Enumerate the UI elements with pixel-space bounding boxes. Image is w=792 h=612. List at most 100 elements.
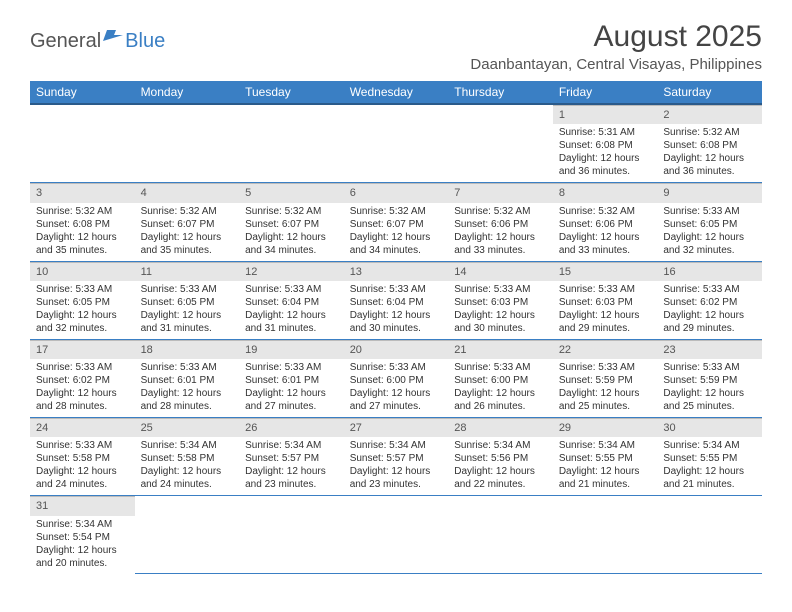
cell-body: Sunrise: 5:32 AMSunset: 6:07 PMDaylight:… [239,203,344,261]
cell-body: Sunrise: 5:34 AMSunset: 5:54 PMDaylight:… [30,516,135,574]
sunrise-text: Sunrise: 5:33 AM [245,283,338,296]
daylight-line1: Daylight: 12 hours [245,387,338,400]
sunset-text: Sunset: 6:07 PM [245,218,338,231]
daylight-line1: Daylight: 12 hours [350,309,443,322]
calendar-cell: 25Sunrise: 5:34 AMSunset: 5:58 PMDayligh… [135,418,240,496]
sunrise-text: Sunrise: 5:32 AM [559,205,652,218]
calendar-cell [135,104,240,183]
cell-body: Sunrise: 5:34 AMSunset: 5:57 PMDaylight:… [344,437,449,495]
sunset-text: Sunset: 6:05 PM [141,296,234,309]
calendar-row: 17Sunrise: 5:33 AMSunset: 6:02 PMDayligh… [30,339,762,417]
calendar-cell: 11Sunrise: 5:33 AMSunset: 6:05 PMDayligh… [135,261,240,339]
daylight-line1: Daylight: 12 hours [245,309,338,322]
daylight-line1: Daylight: 12 hours [663,231,756,244]
day-number: 24 [30,418,135,437]
title-block: August 2025 Daanbantayan, Central Visaya… [470,20,762,73]
day-number: 2 [657,105,762,124]
daylight-line1: Daylight: 12 hours [36,309,129,322]
sunset-text: Sunset: 5:55 PM [559,452,652,465]
sunset-text: Sunset: 6:08 PM [36,218,129,231]
cell-body: Sunrise: 5:33 AMSunset: 6:05 PMDaylight:… [135,281,240,339]
calendar-cell: 17Sunrise: 5:33 AMSunset: 6:02 PMDayligh… [30,339,135,417]
sunrise-text: Sunrise: 5:33 AM [663,205,756,218]
weekday-header: Monday [135,81,240,104]
sunrise-text: Sunrise: 5:33 AM [350,361,443,374]
daylight-line2: and 27 minutes. [245,400,338,413]
cell-body: Sunrise: 5:33 AMSunset: 6:03 PMDaylight:… [553,281,658,339]
daylight-line2: and 29 minutes. [663,322,756,335]
calendar-cell: 9Sunrise: 5:33 AMSunset: 6:05 PMDaylight… [657,183,762,261]
daylight-line1: Daylight: 12 hours [559,387,652,400]
day-number: 20 [344,340,449,359]
daylight-line1: Daylight: 12 hours [36,544,129,557]
daylight-line2: and 26 minutes. [454,400,547,413]
sunrise-text: Sunrise: 5:34 AM [350,439,443,452]
day-number: 6 [344,183,449,202]
calendar-cell [135,496,240,574]
daylight-line2: and 32 minutes. [36,322,129,335]
calendar-cell: 13Sunrise: 5:33 AMSunset: 6:04 PMDayligh… [344,261,449,339]
sunset-text: Sunset: 5:59 PM [559,374,652,387]
sunrise-text: Sunrise: 5:34 AM [245,439,338,452]
calendar-cell [448,496,553,574]
daylight-line1: Daylight: 12 hours [141,387,234,400]
day-number: 16 [657,262,762,281]
sunset-text: Sunset: 6:05 PM [36,296,129,309]
daylight-line1: Daylight: 12 hours [663,387,756,400]
sunset-text: Sunset: 6:01 PM [245,374,338,387]
daylight-line1: Daylight: 12 hours [141,231,234,244]
calendar-cell [344,104,449,183]
sunrise-text: Sunrise: 5:34 AM [559,439,652,452]
daylight-line1: Daylight: 12 hours [36,387,129,400]
daylight-line2: and 31 minutes. [245,322,338,335]
daylight-line2: and 35 minutes. [141,244,234,257]
cell-body: Sunrise: 5:34 AMSunset: 5:55 PMDaylight:… [657,437,762,495]
calendar-cell: 6Sunrise: 5:32 AMSunset: 6:07 PMDaylight… [344,183,449,261]
day-number: 12 [239,262,344,281]
calendar-cell: 18Sunrise: 5:33 AMSunset: 6:01 PMDayligh… [135,339,240,417]
daylight-line1: Daylight: 12 hours [663,309,756,322]
calendar-cell: 1Sunrise: 5:31 AMSunset: 6:08 PMDaylight… [553,104,658,183]
cell-body: Sunrise: 5:34 AMSunset: 5:55 PMDaylight:… [553,437,658,495]
sunset-text: Sunset: 5:57 PM [245,452,338,465]
day-number: 1 [553,105,658,124]
day-number: 25 [135,418,240,437]
flag-icon [103,28,125,47]
daylight-line1: Daylight: 12 hours [454,309,547,322]
sunrise-text: Sunrise: 5:33 AM [36,283,129,296]
daylight-line2: and 36 minutes. [559,165,652,178]
sunrise-text: Sunrise: 5:33 AM [663,283,756,296]
calendar-cell: 10Sunrise: 5:33 AMSunset: 6:05 PMDayligh… [30,261,135,339]
sunrise-text: Sunrise: 5:33 AM [559,283,652,296]
day-number: 3 [30,183,135,202]
day-number: 23 [657,340,762,359]
daylight-line2: and 24 minutes. [141,478,234,491]
calendar-cell [30,104,135,183]
daylight-line2: and 25 minutes. [663,400,756,413]
calendar-cell: 21Sunrise: 5:33 AMSunset: 6:00 PMDayligh… [448,339,553,417]
sunset-text: Sunset: 6:07 PM [141,218,234,231]
calendar-cell: 5Sunrise: 5:32 AMSunset: 6:07 PMDaylight… [239,183,344,261]
daylight-line1: Daylight: 12 hours [350,387,443,400]
daylight-line2: and 28 minutes. [141,400,234,413]
daylight-line2: and 24 minutes. [36,478,129,491]
sunset-text: Sunset: 5:56 PM [454,452,547,465]
sunrise-text: Sunrise: 5:32 AM [36,205,129,218]
calendar-cell: 29Sunrise: 5:34 AMSunset: 5:55 PMDayligh… [553,418,658,496]
daylight-line1: Daylight: 12 hours [663,152,756,165]
cell-body: Sunrise: 5:33 AMSunset: 6:04 PMDaylight:… [344,281,449,339]
month-title: August 2025 [470,20,762,54]
daylight-line1: Daylight: 12 hours [245,465,338,478]
daylight-line1: Daylight: 12 hours [36,465,129,478]
sunrise-text: Sunrise: 5:32 AM [245,205,338,218]
sunset-text: Sunset: 6:00 PM [454,374,547,387]
cell-body: Sunrise: 5:32 AMSunset: 6:08 PMDaylight:… [30,203,135,261]
calendar-cell: 19Sunrise: 5:33 AMSunset: 6:01 PMDayligh… [239,339,344,417]
sunset-text: Sunset: 6:08 PM [559,139,652,152]
daylight-line1: Daylight: 12 hours [454,465,547,478]
day-number: 30 [657,418,762,437]
cell-body: Sunrise: 5:31 AMSunset: 6:08 PMDaylight:… [553,124,658,182]
calendar-cell: 27Sunrise: 5:34 AMSunset: 5:57 PMDayligh… [344,418,449,496]
day-number: 29 [553,418,658,437]
sunset-text: Sunset: 5:54 PM [36,531,129,544]
